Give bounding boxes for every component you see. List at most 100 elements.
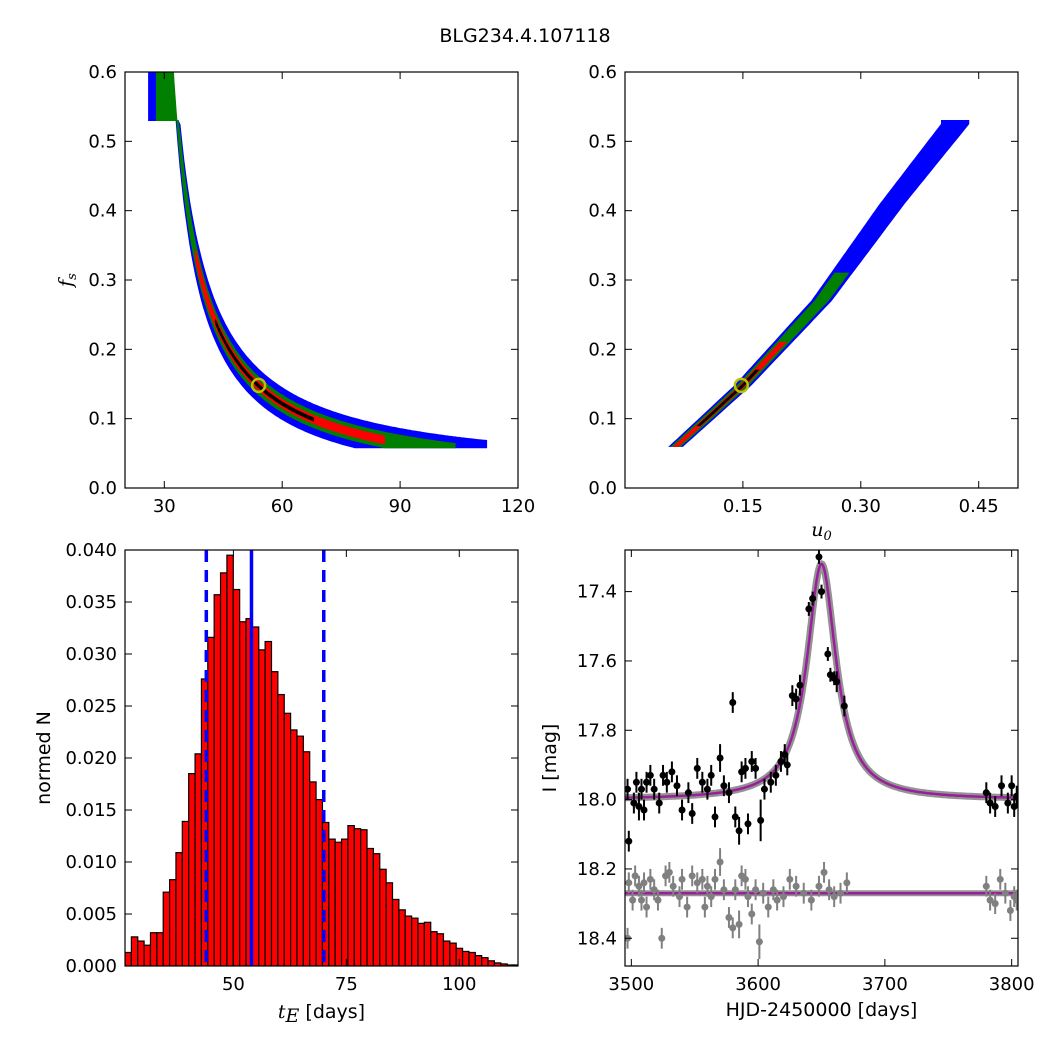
histogram-bar (366, 847, 375, 966)
residual-point (688, 872, 696, 880)
histogram-bar (175, 852, 183, 966)
plot-frame (124, 549, 519, 967)
histogram-bar (168, 879, 177, 966)
histogram-bar (423, 921, 432, 966)
data-point (635, 803, 643, 811)
y-tick-label: 0.6 (588, 62, 617, 83)
residual-point (741, 875, 749, 883)
histogram-bar (398, 909, 406, 966)
y-tick-label: 0.1 (88, 409, 117, 430)
data-point (824, 650, 832, 658)
histogram-bar (481, 957, 489, 966)
data-point (783, 761, 791, 769)
panel-fs-vs-te: 30 60 90 120 0.0 0.1 0.2 0.3 0.4 0.5 0.6 fs (55, 62, 535, 517)
data-point (720, 782, 728, 790)
residual-point (820, 868, 828, 876)
data-point (1013, 792, 1018, 800)
x-tick-label: 100 (442, 974, 476, 995)
y-tick-label: 18.4 (577, 928, 617, 949)
x-tick-label: 60 (271, 496, 294, 517)
y-tick-label: 0.4 (588, 201, 617, 222)
x-axis-label-units: [days] (305, 1001, 365, 1023)
x-axis-label-sub: 0 (823, 529, 831, 544)
residual-point (755, 938, 763, 946)
data-point (632, 778, 640, 786)
y-tick-label: 0.0 (88, 478, 117, 499)
x-tick-label: 3500 (608, 974, 654, 995)
y-tick-label: 0.035 (65, 592, 117, 613)
plot-frame (624, 71, 1019, 489)
histogram-bar (125, 951, 132, 966)
y-tick-label: 0.010 (65, 852, 117, 873)
residual-point (837, 889, 845, 897)
y-axis-label-main: f (55, 277, 77, 289)
data-point (711, 813, 719, 821)
histogram-bar (436, 933, 445, 966)
y-tick-label: 0.005 (65, 904, 117, 925)
histogram-bar (156, 932, 164, 966)
residual-point (631, 872, 639, 880)
histogram-bar (442, 940, 451, 966)
residual-point (843, 879, 851, 887)
data-point (767, 778, 775, 786)
residual-point (982, 882, 990, 890)
data-point (1008, 782, 1016, 790)
data-point (809, 595, 817, 603)
residual-point (729, 924, 737, 932)
data-point (757, 816, 765, 824)
residual-point (1013, 896, 1018, 904)
data-point (772, 771, 780, 779)
y-tick-label: 0.4 (88, 201, 117, 222)
data-point (678, 806, 686, 814)
data-point (796, 681, 804, 689)
best-fit-marker (250, 377, 267, 394)
residual-point (786, 875, 794, 883)
panel-te-histogram: 50 75 100 0.000 0.005 0.010 0.015 0.020 0.025 0.0… (33, 540, 519, 1027)
histogram-bar (487, 960, 496, 966)
histogram-bar (347, 824, 355, 966)
plot-area (668, 120, 970, 447)
x-axis-label-main: t (278, 1001, 286, 1023)
histogram-bar (232, 588, 241, 966)
histogram-bar (328, 838, 336, 966)
residual-point (658, 934, 666, 942)
x-tick-label: 120 (501, 496, 535, 517)
residual-point (1006, 907, 1014, 915)
y-axis-label: normed N (33, 711, 55, 805)
data-point (741, 764, 749, 772)
residual-point (643, 903, 651, 911)
data-point (998, 782, 1006, 790)
x-tick-label: 50 (222, 974, 245, 995)
y-tick-label: 0.5 (88, 131, 117, 152)
residual-point (779, 893, 787, 901)
plot-frame (124, 71, 519, 489)
residual-point (650, 886, 658, 894)
residual-point (825, 886, 833, 894)
histogram-bar (194, 753, 203, 966)
residual-point (792, 882, 800, 890)
residual-point (693, 879, 701, 887)
y-tick-label: 0.5 (588, 131, 617, 152)
residual-point (683, 903, 691, 911)
residual-point (637, 896, 645, 904)
y-tick-label: 0.020 (65, 748, 117, 769)
residual-point (991, 900, 999, 908)
histogram-bar (353, 828, 362, 966)
data-point (707, 771, 715, 779)
histogram-bar (334, 841, 343, 966)
data-point (744, 820, 752, 828)
x-axis-label-sub: E (285, 1005, 300, 1027)
histogram-bar (181, 820, 190, 966)
data-point (640, 806, 648, 814)
y-tick-label: 0.040 (65, 540, 117, 561)
data-point (716, 754, 724, 762)
y-tick-label: 0.015 (65, 800, 117, 821)
panel-fs-vs-u0: 0.15 0.30 0.45 0.0 0.1 0.2 0.3 0.4 0.5 0.6 u0 (588, 62, 1019, 544)
histogram-bar (449, 942, 457, 966)
histogram-bar (385, 882, 394, 966)
data-point (646, 771, 654, 779)
data-point (663, 778, 671, 786)
data-point (630, 799, 638, 807)
